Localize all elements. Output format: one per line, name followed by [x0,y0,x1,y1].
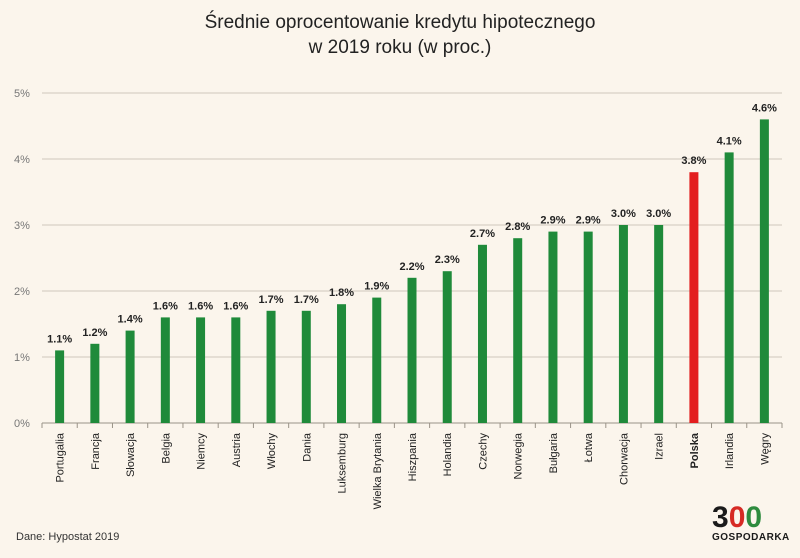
x-tick-label: Włochy [266,433,278,470]
x-tick-label: Holandia [442,432,454,476]
bar [513,238,523,423]
bar [654,225,664,423]
x-tick-label: Niemcy [196,433,208,470]
data-label: 2.9% [540,215,565,227]
bar [724,152,734,423]
y-tick-label: 2% [14,286,30,298]
y-tick-label: 4% [14,154,30,166]
y-tick-label: 3% [14,220,30,232]
bar [231,317,241,423]
logo-text: GOSPODARKA [712,532,790,543]
data-label: 1.8% [329,287,354,299]
x-tick-label: Austria [231,432,243,467]
bar [442,271,452,423]
x-tick-label: Chorwacja [618,432,630,485]
y-tick-label: 1% [14,352,30,364]
x-tick-label: Czechy [477,433,489,470]
chart-title-line2: w 2019 roku (w proc.) [308,37,492,58]
data-label: 1.4% [118,314,143,326]
data-label: 4.1% [717,135,742,147]
data-label: 1.6% [223,300,248,312]
bar [55,350,65,423]
data-label: 3.0% [646,208,671,220]
data-label: 4.6% [752,102,777,114]
logo-number: 3 0 0 [712,503,786,533]
bar [477,244,487,423]
bar [759,119,769,424]
data-label: 2.8% [505,221,530,233]
x-tick-label: Dania [301,432,313,462]
chart-title-line1: Średnie oprocentowanie kredytu hipoteczn… [204,12,596,33]
data-label: 1.2% [82,327,107,339]
logo-digit-2: 0 [728,501,746,534]
bar [301,310,311,423]
x-tick-label: Węgry [759,433,771,465]
bar [372,297,382,423]
x-tick-label: Irlandia [724,432,736,469]
x-tick-label: Łotwa [583,432,595,462]
bar [125,330,135,423]
x-tick-label: Francja [90,432,102,470]
y-tick-label: 0% [14,418,30,430]
x-tick-label: Belgia [160,432,172,463]
logo-digit-3: 0 [745,501,763,534]
chart-title: Średnie oprocentowanie kredytu hipoteczn… [0,10,800,60]
bar [160,317,170,423]
bar [548,231,558,423]
data-label: 1.1% [47,333,72,345]
data-label: 3.8% [681,155,706,167]
x-tick-label: Polska [689,432,701,468]
x-tick-label: Słowacja [125,432,137,477]
x-tick-label: Portugalia [55,432,67,482]
data-label: 2.9% [576,215,601,227]
bar [266,310,276,423]
logo-digit-1: 3 [712,501,729,534]
brand-logo: 3 0 0 GOSPODARKA [712,503,790,549]
data-label: 1.6% [188,300,213,312]
x-tick-label: Bułgaria [548,432,560,473]
x-tick-label: Luksemburg [337,433,349,494]
data-label: 2.2% [399,261,424,273]
bar [337,304,347,423]
x-tick-label: Wielka Brytania [372,432,384,509]
x-tick-label: Hiszpania [407,432,419,481]
data-label: 1.7% [259,294,284,306]
bar [618,225,628,423]
y-tick-label: 5% [14,88,30,100]
source-note: Dane: Hypostat 2019 [16,531,120,543]
data-label: 2.7% [470,228,495,240]
x-tick-label: Norwegia [513,432,525,479]
bar [90,343,100,423]
bar [407,277,417,423]
data-label: 1.7% [294,294,319,306]
data-label: 1.9% [364,281,389,293]
data-label: 2.3% [435,254,460,266]
x-tick-label: Izrael [654,433,666,460]
bar [196,317,206,423]
bar [689,172,699,423]
data-label: 1.6% [153,300,178,312]
bar [583,231,593,423]
data-label: 3.0% [611,208,636,220]
